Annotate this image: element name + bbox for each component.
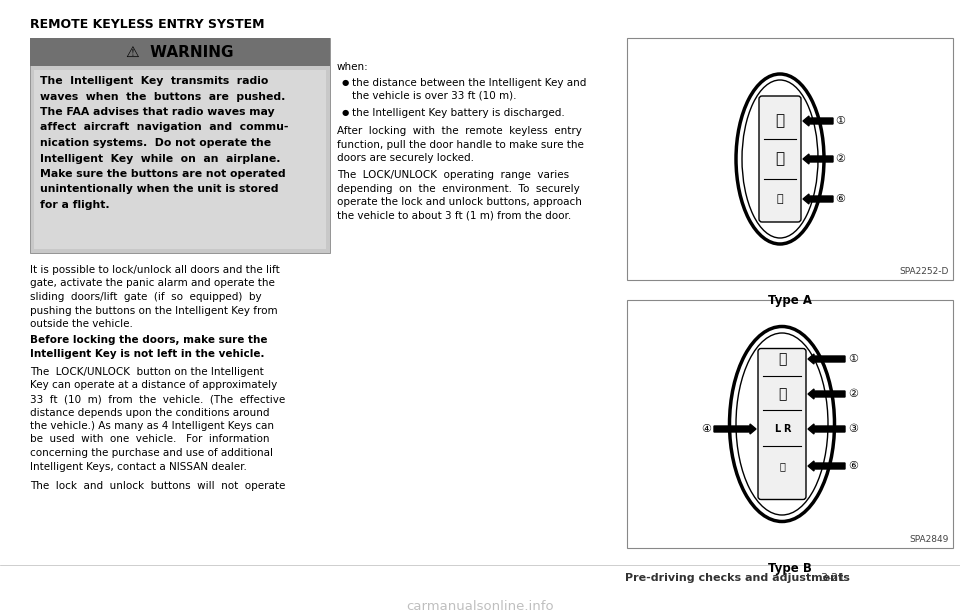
Text: be  used  with  one  vehicle.   For  information: be used with one vehicle. For informatio… — [30, 434, 270, 444]
Text: Key can operate at a distance of approximately: Key can operate at a distance of approxi… — [30, 381, 277, 390]
Text: R: R — [783, 424, 791, 434]
Text: 🚗: 🚗 — [777, 194, 783, 204]
Text: Make sure the buttons are not operated: Make sure the buttons are not operated — [40, 169, 286, 179]
Text: ④: ④ — [701, 424, 711, 434]
Text: the distance between the Intelligent Key and: the distance between the Intelligent Key… — [352, 78, 587, 88]
FancyBboxPatch shape — [30, 38, 330, 66]
Text: doors are securely locked.: doors are securely locked. — [337, 153, 474, 163]
Text: ⑥: ⑥ — [835, 194, 845, 204]
FancyArrow shape — [714, 424, 756, 434]
Text: It is possible to lock/unlock all doors and the lift: It is possible to lock/unlock all doors … — [30, 265, 279, 275]
Text: nication systems.  Do not operate the: nication systems. Do not operate the — [40, 138, 271, 148]
Text: L: L — [774, 424, 780, 434]
FancyArrow shape — [803, 154, 833, 164]
FancyBboxPatch shape — [30, 38, 330, 253]
Text: 33  ft  (10  m)  from  the  vehicle.  (The  effective: 33 ft (10 m) from the vehicle. (The effe… — [30, 394, 285, 404]
Text: The  LOCK/UNLOCK  button on the Intelligent: The LOCK/UNLOCK button on the Intelligen… — [30, 367, 264, 377]
Text: ●: ● — [342, 78, 349, 87]
Text: 🔓: 🔓 — [776, 152, 784, 167]
Text: SPA2849: SPA2849 — [910, 535, 949, 544]
Text: The  LOCK/UNLOCK  operating  range  varies: The LOCK/UNLOCK operating range varies — [337, 170, 569, 180]
Text: REMOTE KEYLESS ENTRY SYSTEM: REMOTE KEYLESS ENTRY SYSTEM — [30, 18, 265, 31]
Text: ①: ① — [848, 354, 858, 364]
FancyBboxPatch shape — [758, 348, 806, 500]
FancyArrow shape — [808, 461, 845, 471]
Text: 🔒: 🔒 — [778, 352, 786, 366]
Text: ②: ② — [848, 389, 858, 399]
Text: Pre-driving checks and adjustments: Pre-driving checks and adjustments — [625, 573, 850, 583]
Text: for a flight.: for a flight. — [40, 200, 109, 210]
Text: function, pull the door handle to make sure the: function, pull the door handle to make s… — [337, 139, 584, 150]
FancyArrow shape — [808, 389, 845, 399]
Text: sliding  doors/lift  gate  (if  so  equipped)  by: sliding doors/lift gate (if so equipped)… — [30, 292, 262, 302]
Text: ③: ③ — [848, 424, 858, 434]
Text: the Intelligent Key battery is discharged.: the Intelligent Key battery is discharge… — [352, 108, 564, 118]
Text: 🚗: 🚗 — [780, 461, 785, 471]
FancyArrow shape — [808, 354, 845, 364]
FancyArrow shape — [808, 424, 845, 434]
Text: carmanualsonline.info: carmanualsonline.info — [406, 600, 554, 611]
Text: ①: ① — [835, 116, 845, 126]
Text: After  locking  with  the  remote  keyless  entry: After locking with the remote keyless en… — [337, 126, 582, 136]
FancyBboxPatch shape — [627, 38, 953, 280]
Text: concerning the purchase and use of additional: concerning the purchase and use of addit… — [30, 448, 273, 458]
Text: gate, activate the panic alarm and operate the: gate, activate the panic alarm and opera… — [30, 279, 275, 288]
Text: Type B: Type B — [768, 562, 812, 575]
Text: The  Intelligent  Key  transmits  radio: The Intelligent Key transmits radio — [40, 76, 269, 86]
Text: waves  when  the  buttons  are  pushed.: waves when the buttons are pushed. — [40, 92, 285, 101]
Text: Intelligent Key is not left in the vehicle.: Intelligent Key is not left in the vehic… — [30, 349, 265, 359]
Text: distance depends upon the conditions around: distance depends upon the conditions aro… — [30, 408, 270, 417]
Text: ②: ② — [835, 154, 845, 164]
Text: affect  aircraft  navigation  and  commu-: affect aircraft navigation and commu- — [40, 122, 289, 133]
Text: when:: when: — [337, 62, 369, 72]
Text: The  lock  and  unlock  buttons  will  not  operate: The lock and unlock buttons will not ope… — [30, 481, 285, 491]
Text: 🔓: 🔓 — [778, 387, 786, 401]
Ellipse shape — [742, 80, 818, 238]
Ellipse shape — [730, 326, 834, 522]
Ellipse shape — [736, 74, 824, 244]
Text: unintentionally when the unit is stored: unintentionally when the unit is stored — [40, 185, 278, 194]
Text: The FAA advises that radio waves may: The FAA advises that radio waves may — [40, 107, 275, 117]
Text: 3-21: 3-21 — [820, 573, 845, 583]
Text: Type A: Type A — [768, 294, 812, 307]
Text: SPA2252-D: SPA2252-D — [900, 267, 949, 276]
Text: the vehicle is over 33 ft (10 m).: the vehicle is over 33 ft (10 m). — [352, 91, 516, 101]
Text: outside the vehicle.: outside the vehicle. — [30, 319, 132, 329]
Text: 🔒: 🔒 — [776, 114, 784, 128]
Text: ⚠  WARNING: ⚠ WARNING — [127, 45, 233, 59]
FancyArrow shape — [803, 194, 833, 204]
Text: ⑥: ⑥ — [848, 461, 858, 471]
Ellipse shape — [736, 333, 828, 515]
FancyBboxPatch shape — [34, 70, 326, 249]
Text: ●: ● — [342, 108, 349, 117]
Text: Intelligent  Key  while  on  an  airplane.: Intelligent Key while on an airplane. — [40, 153, 280, 164]
Text: depending  on  the  environment.  To  securely: depending on the environment. To securel… — [337, 183, 580, 194]
Text: pushing the buttons on the Intelligent Key from: pushing the buttons on the Intelligent K… — [30, 306, 277, 315]
Text: the vehicle.) As many as 4 Intelligent Keys can: the vehicle.) As many as 4 Intelligent K… — [30, 421, 274, 431]
Text: operate the lock and unlock buttons, approach: operate the lock and unlock buttons, app… — [337, 197, 582, 207]
Text: Intelligent Keys, contact a NISSAN dealer.: Intelligent Keys, contact a NISSAN deale… — [30, 461, 247, 472]
FancyBboxPatch shape — [759, 96, 801, 222]
Text: the vehicle to about 3 ft (1 m) from the door.: the vehicle to about 3 ft (1 m) from the… — [337, 211, 571, 221]
FancyBboxPatch shape — [627, 300, 953, 548]
FancyArrow shape — [803, 116, 833, 126]
Text: Before locking the doors, make sure the: Before locking the doors, make sure the — [30, 335, 268, 345]
